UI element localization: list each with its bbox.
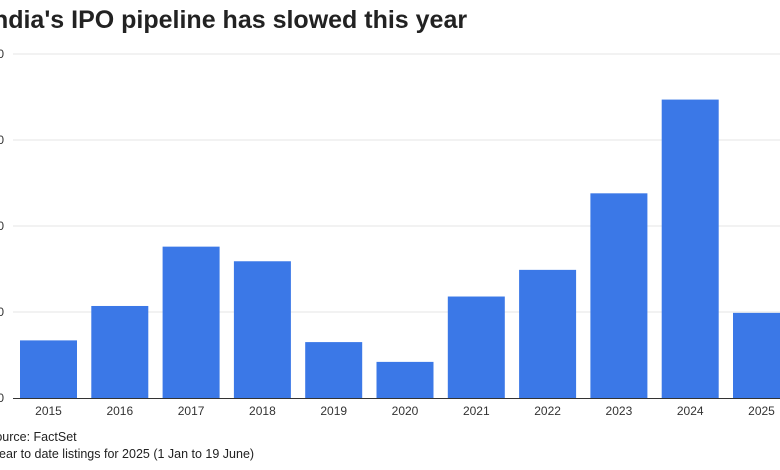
y-tick-label: 200 bbox=[0, 219, 4, 233]
x-tick-label: 2022 bbox=[534, 404, 561, 418]
y-tick-label: 0 bbox=[0, 391, 4, 405]
x-tick-label: 2020 bbox=[392, 404, 419, 418]
x-tick-label: 2015 bbox=[35, 404, 62, 418]
bar-2023 bbox=[590, 193, 648, 398]
source-note: Source: FactSet bbox=[0, 430, 77, 444]
x-tick-label: 2017 bbox=[178, 404, 205, 418]
y-tick-label: 100 bbox=[0, 305, 4, 319]
bar-2016 bbox=[91, 305, 149, 398]
bar-2020 bbox=[376, 361, 434, 398]
chart-title: India's IPO pipeline has slowed this yea… bbox=[0, 6, 468, 34]
bar-2025 bbox=[733, 312, 780, 398]
x-tick-label: 2025 bbox=[748, 404, 775, 418]
x-tick-label: 2021 bbox=[463, 404, 490, 418]
bar-2015 bbox=[20, 340, 77, 398]
bar-2021 bbox=[447, 296, 505, 398]
y-tick-label: 300 bbox=[0, 133, 4, 147]
x-tick-label: 2024 bbox=[677, 404, 704, 418]
x-tick-label: 2019 bbox=[320, 404, 347, 418]
y-tick-label: 400 bbox=[0, 47, 4, 61]
x-tick-label: 2016 bbox=[106, 404, 133, 418]
x-tick-label: 2023 bbox=[606, 404, 633, 418]
bar-2022 bbox=[519, 269, 577, 398]
x-tick-label: 2018 bbox=[249, 404, 276, 418]
footnote: *Year to date listings for 2025 (1 Jan t… bbox=[0, 447, 255, 461]
bar-2018 bbox=[233, 261, 291, 398]
bar-2017 bbox=[162, 246, 220, 398]
bar-2024 bbox=[661, 99, 719, 398]
bar-2019 bbox=[305, 342, 363, 398]
